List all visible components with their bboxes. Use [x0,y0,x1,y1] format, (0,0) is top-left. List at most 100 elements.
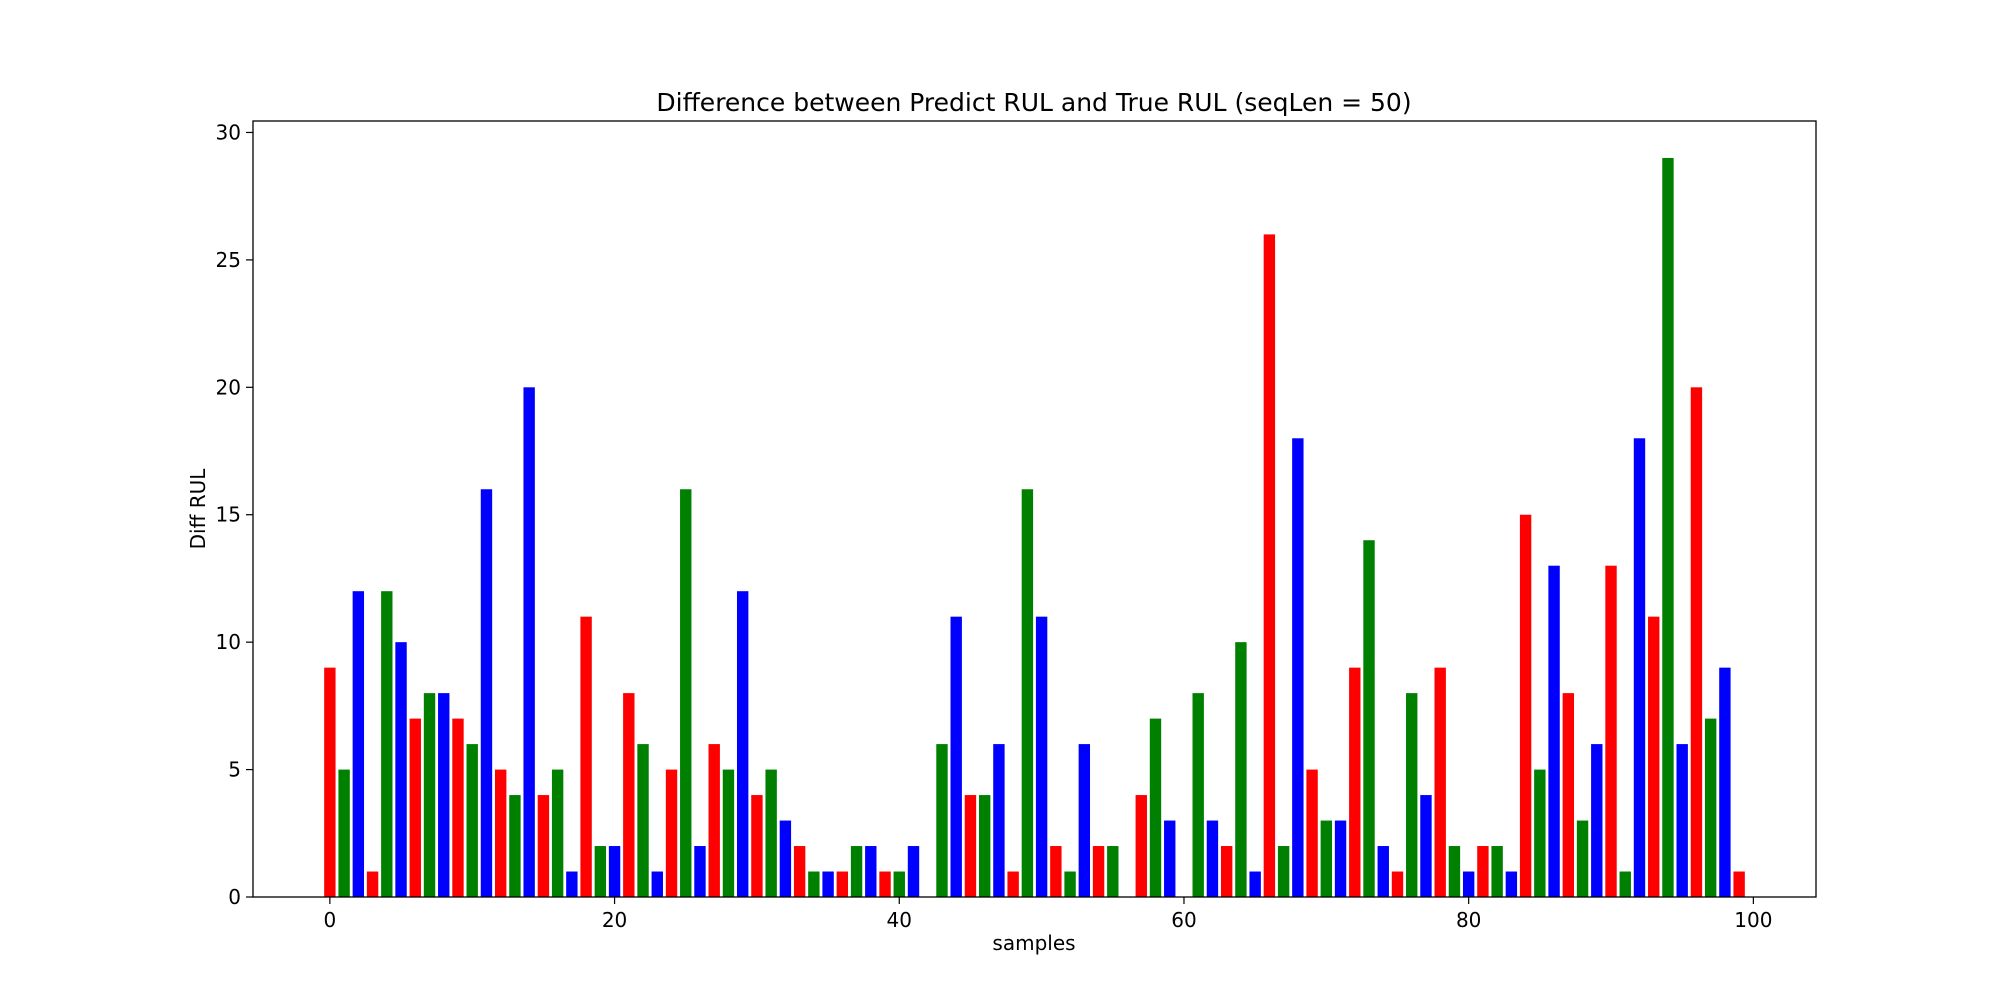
bar-sample-70 [1320,820,1333,897]
bar-sample-85 [1534,769,1546,897]
bar-sample-52 [1064,871,1076,897]
bar-sample-82 [1491,846,1503,897]
bar-sample-20 [608,846,621,897]
bar-sample-79 [1448,846,1461,897]
bar-sample-77 [1420,795,1432,897]
bar-sample-30 [751,795,763,897]
bar-sample-18 [580,616,592,897]
bar-sample-6 [409,718,421,897]
bar-sample-32 [779,820,792,897]
bar-sample-89 [1591,744,1603,897]
bar-sample-66 [1263,234,1276,897]
bar-sample-10 [466,744,478,897]
bars-group [324,157,1745,897]
bar-sample-90 [1605,565,1617,897]
bar-sample-44 [950,616,962,897]
bar-sample-65 [1249,871,1261,897]
bar-sample-73 [1363,540,1375,897]
bar-sample-22 [637,744,649,897]
bar-sample-45 [964,795,977,897]
bar-sample-57 [1135,795,1147,897]
bar-sample-12 [494,769,507,897]
bar-sample-95 [1676,744,1688,897]
bar-sample-87 [1562,693,1575,897]
bar-sample-0 [324,667,336,897]
bar-sample-8 [438,693,450,897]
bar-sample-74 [1377,846,1389,897]
bar-sample-98 [1719,667,1731,897]
bar-sample-48 [1007,871,1019,897]
bar-sample-49 [1021,489,1034,897]
x-tick-label: 100 [1734,908,1772,932]
y-tick-label: 15 [216,503,241,527]
bar-sample-80 [1462,871,1475,897]
y-tick-label: 20 [216,375,241,399]
bar-sample-19 [594,846,607,897]
bar-sample-46 [978,795,991,897]
bar-sample-38 [865,846,877,897]
bar-sample-4 [381,591,393,897]
x-tick-label: 0 [324,908,337,932]
x-axis-label: samples [992,931,1075,955]
bar-sample-75 [1391,871,1404,897]
bar-sample-5 [395,642,407,897]
bar-sample-9 [452,718,464,897]
bar-sample-36 [836,871,849,897]
bar-sample-25 [680,489,692,897]
bar-sample-69 [1306,769,1318,897]
y-tick-label: 5 [228,758,241,782]
bar-sample-93 [1648,616,1660,897]
bar-sample-67 [1277,846,1290,897]
bar-sample-27 [708,744,720,897]
bar-sample-40 [893,871,905,897]
bar-sample-43 [936,744,948,897]
bar-sample-72 [1349,667,1361,897]
chart-title: Difference between Predict RUL and True … [656,88,1411,117]
bar-sample-26 [694,846,706,897]
bar-sample-35 [822,871,834,897]
bar-sample-62 [1206,820,1219,897]
bar-sample-16 [551,769,564,897]
bar-sample-53 [1078,744,1091,897]
bar-sample-29 [736,591,749,897]
bar-sample-1 [338,769,350,897]
bar-sample-50 [1035,616,1048,897]
y-axis-ticks: 0 5 10 15 20 25 30 [216,120,253,909]
bar-sample-97 [1704,718,1717,897]
y-axis-label: Diff RUL [186,468,210,550]
bar-sample-47 [993,744,1005,897]
bar-sample-83 [1505,871,1518,897]
bar-sample-88 [1576,820,1589,897]
bar-sample-64 [1235,642,1247,897]
bar-sample-91 [1619,871,1631,897]
bar-sample-17 [566,871,578,897]
bar-sample-55 [1107,846,1119,897]
bar-sample-41 [907,846,920,897]
bar-sample-23 [651,871,663,897]
bar-sample-54 [1092,846,1105,897]
bar-sample-99 [1733,871,1745,897]
x-tick-label: 40 [887,908,912,932]
bar-sample-21 [623,693,635,897]
bar-sample-94 [1662,157,1674,897]
bar-sample-78 [1434,667,1446,897]
bar-sample-33 [793,846,806,897]
bar-sample-63 [1220,846,1233,897]
bar-sample-3 [366,871,379,897]
x-tick-label: 80 [1456,908,1481,932]
bar-sample-58 [1149,718,1162,897]
y-tick-label: 10 [216,630,241,654]
bar-sample-76 [1406,693,1418,897]
bar-sample-24 [665,769,678,897]
bar-sample-28 [722,769,735,897]
bar-sample-71 [1334,820,1347,897]
bar-sample-96 [1690,387,1703,897]
y-tick-label: 25 [216,248,241,272]
bar-sample-34 [808,871,820,897]
y-tick-label: 0 [228,885,241,909]
bar-sample-86 [1548,565,1560,897]
y-tick-label: 30 [216,120,241,144]
x-tick-label: 60 [1171,908,1196,932]
bar-sample-68 [1292,438,1304,897]
